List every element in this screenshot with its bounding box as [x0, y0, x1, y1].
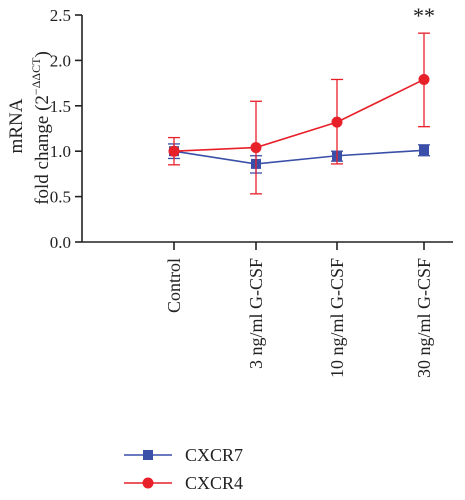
data-point [419, 145, 429, 156]
series-line [173, 78, 425, 152]
x-tick-label: 10 ng/ml G-CSF [327, 258, 347, 378]
y-axis-title-2: fold change (2−ΔΔCT) [29, 51, 53, 205]
data-point [250, 142, 262, 154]
y-axis-title-close: ) [32, 51, 53, 57]
series-cxcr4 [168, 32, 430, 195]
x-tick-label: Control [164, 258, 184, 313]
data-point [418, 73, 430, 85]
y-tick-label: 2.0 [50, 51, 71, 70]
data-point [168, 145, 180, 157]
plot-area: ** [168, 3, 435, 195]
y-tick-label: 1.0 [50, 142, 71, 161]
series-cxcr7 [168, 143, 430, 174]
significance-annotation: ** [413, 3, 435, 28]
y-tick-label: 2.5 [50, 6, 71, 25]
y-axis-title-line1: mRNA [6, 98, 27, 153]
y-tick-label: 0.5 [50, 188, 71, 207]
series-line [173, 149, 425, 165]
y-tick-label: 0.0 [50, 233, 71, 252]
y-axis-title-line2: fold change (2 [32, 95, 53, 205]
y-axis-title-superscript: −ΔΔCT [29, 57, 43, 95]
legend-item-cxcr7: CXCR7 [124, 445, 243, 465]
legend-label: CXCR4 [185, 473, 243, 493]
y-tick-label: 1.5 [50, 97, 71, 116]
data-point [331, 116, 343, 128]
legend-item-cxcr4: CXCR4 [124, 473, 243, 493]
legend-marker [142, 477, 154, 489]
x-tick-label: 3 ng/ml G-CSF [246, 258, 266, 369]
legend: CXCR7 CXCR4 [124, 445, 243, 493]
x-tick-label: 30 ng/ml G-CSF [414, 258, 434, 378]
legend-marker [143, 450, 153, 460]
axes: 0.0 0.5 1.0 1.5 2.0 2.5 Control 3 ng/ml G-CSF 10… [50, 6, 453, 378]
y-axis-title: mRNA [6, 98, 27, 153]
legend-label: CXCR7 [185, 445, 243, 465]
